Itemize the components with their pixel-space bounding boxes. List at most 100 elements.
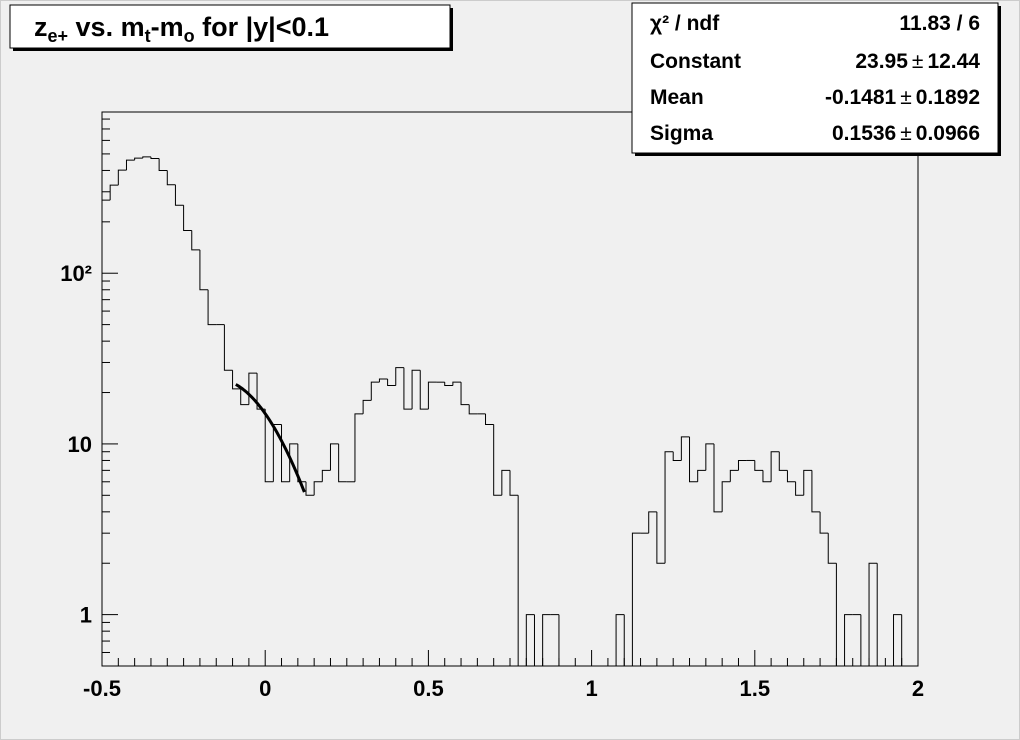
histogram-bin xyxy=(199,249,209,291)
title-part: e+ xyxy=(48,26,69,46)
histogram-bin xyxy=(705,443,714,471)
histogram-bin xyxy=(150,156,160,159)
histogram-bin xyxy=(329,443,339,471)
histogram-bin xyxy=(533,614,543,667)
histogram-bin xyxy=(297,443,306,483)
histogram-bin xyxy=(656,511,666,564)
histogram-bin xyxy=(183,205,192,231)
plus-minus: ± xyxy=(900,122,912,145)
histogram-bin xyxy=(444,382,453,386)
histogram-bin xyxy=(509,470,519,496)
histogram-bin xyxy=(542,614,551,666)
histogram-bin xyxy=(395,367,404,386)
fit-curve xyxy=(235,383,306,493)
histogram-bin xyxy=(289,443,298,482)
title-part: z xyxy=(34,12,48,42)
histogram-bin xyxy=(786,470,796,483)
stats-value: 23.95 ±12.44 xyxy=(855,50,980,73)
histogram-bin xyxy=(493,424,502,496)
histogram-bin xyxy=(362,399,372,414)
histogram-bin xyxy=(207,289,217,326)
title-part: o xyxy=(184,26,195,46)
y-tick-label: 1 xyxy=(80,603,92,628)
stats-label: Sigma xyxy=(650,122,713,145)
histogram-bin xyxy=(868,562,878,666)
histogram-bin xyxy=(338,443,347,483)
x-tick-label: 0.5 xyxy=(413,676,444,701)
param-error: 0.1892 xyxy=(916,86,980,109)
histogram-bin xyxy=(264,409,274,483)
histogram-bin xyxy=(729,469,739,482)
histogram-bin xyxy=(615,614,625,666)
stats-value: 0.1536 ±0.0966 xyxy=(832,122,980,145)
histogram-bin xyxy=(648,511,657,534)
histogram-bin xyxy=(370,381,380,401)
histogram-bin xyxy=(158,158,168,171)
stats-box xyxy=(631,2,999,154)
histogram-bin xyxy=(689,436,698,483)
histogram-bin xyxy=(623,614,633,667)
histogram-bin xyxy=(452,381,462,386)
histogram-bin xyxy=(411,369,421,410)
histogram-bin xyxy=(305,481,315,496)
histogram-bin xyxy=(378,378,388,383)
param-value: 0.1536 xyxy=(832,122,896,145)
x-tick-label: 1.5 xyxy=(740,676,771,701)
title-box xyxy=(9,4,451,49)
histogram-bin xyxy=(313,481,323,496)
histogram-bin xyxy=(166,170,176,186)
histogram-bin xyxy=(558,614,568,667)
histogram-bin xyxy=(713,443,723,513)
histogram-bin xyxy=(721,481,731,512)
histogram-bin xyxy=(664,451,674,564)
histogram-bin xyxy=(778,451,788,471)
histogram-bin xyxy=(844,614,853,666)
histogram-bin xyxy=(354,413,364,482)
histogram-bin xyxy=(737,459,747,471)
histogram-bin xyxy=(525,614,535,666)
param-value: -0.1481 xyxy=(825,86,897,109)
y-tick-label: 10² xyxy=(60,261,92,286)
stats-label: Mean xyxy=(650,86,704,109)
histogram-bin xyxy=(403,367,413,410)
histogram-bin xyxy=(419,370,429,410)
histogram-bin xyxy=(770,451,780,482)
histogram-bin xyxy=(101,199,111,666)
title-part: for |y|<0.1 xyxy=(195,12,329,42)
stats-value: 11.83 / 6 xyxy=(899,12,980,35)
plus-minus: ± xyxy=(900,86,912,109)
chart-title: ze+ vs. mt-mo for |y|<0.1 xyxy=(34,12,329,46)
histogram-bin xyxy=(803,469,812,496)
stats-label: Constant xyxy=(650,50,741,73)
histogram-bin xyxy=(819,511,829,534)
histogram-bin xyxy=(827,533,837,564)
plus-minus: ± xyxy=(912,50,924,73)
histogram-bin xyxy=(860,614,870,667)
histogram-bin xyxy=(672,451,682,461)
histogram-bin xyxy=(876,563,886,667)
histogram-bin xyxy=(811,470,821,513)
param-error: 12.44 xyxy=(927,50,980,73)
title-part: -m xyxy=(151,12,184,42)
histogram-bin xyxy=(835,563,845,667)
param-value: 23.95 xyxy=(855,50,908,73)
histogram-bin xyxy=(427,381,437,410)
histogram-bin xyxy=(517,495,527,667)
histogram-bin xyxy=(631,532,641,666)
histogram-bin xyxy=(460,382,470,406)
histogram-bin xyxy=(680,436,690,461)
histogram-bin xyxy=(387,379,396,386)
histogram-bin xyxy=(109,184,119,201)
y-tick-label: 10 xyxy=(68,432,92,457)
histogram-bin xyxy=(468,404,478,415)
histogram-bin xyxy=(697,469,706,482)
stats-label: χ² / ndf xyxy=(650,12,720,35)
histogram-bin xyxy=(240,388,249,406)
x-tick-label: 2 xyxy=(912,676,924,701)
x-tick-label: 0 xyxy=(259,676,271,701)
title-part: vs. m xyxy=(68,12,145,42)
histogram-bin xyxy=(501,469,510,496)
histogram-bin xyxy=(795,481,804,496)
histogram-bin xyxy=(754,460,763,471)
